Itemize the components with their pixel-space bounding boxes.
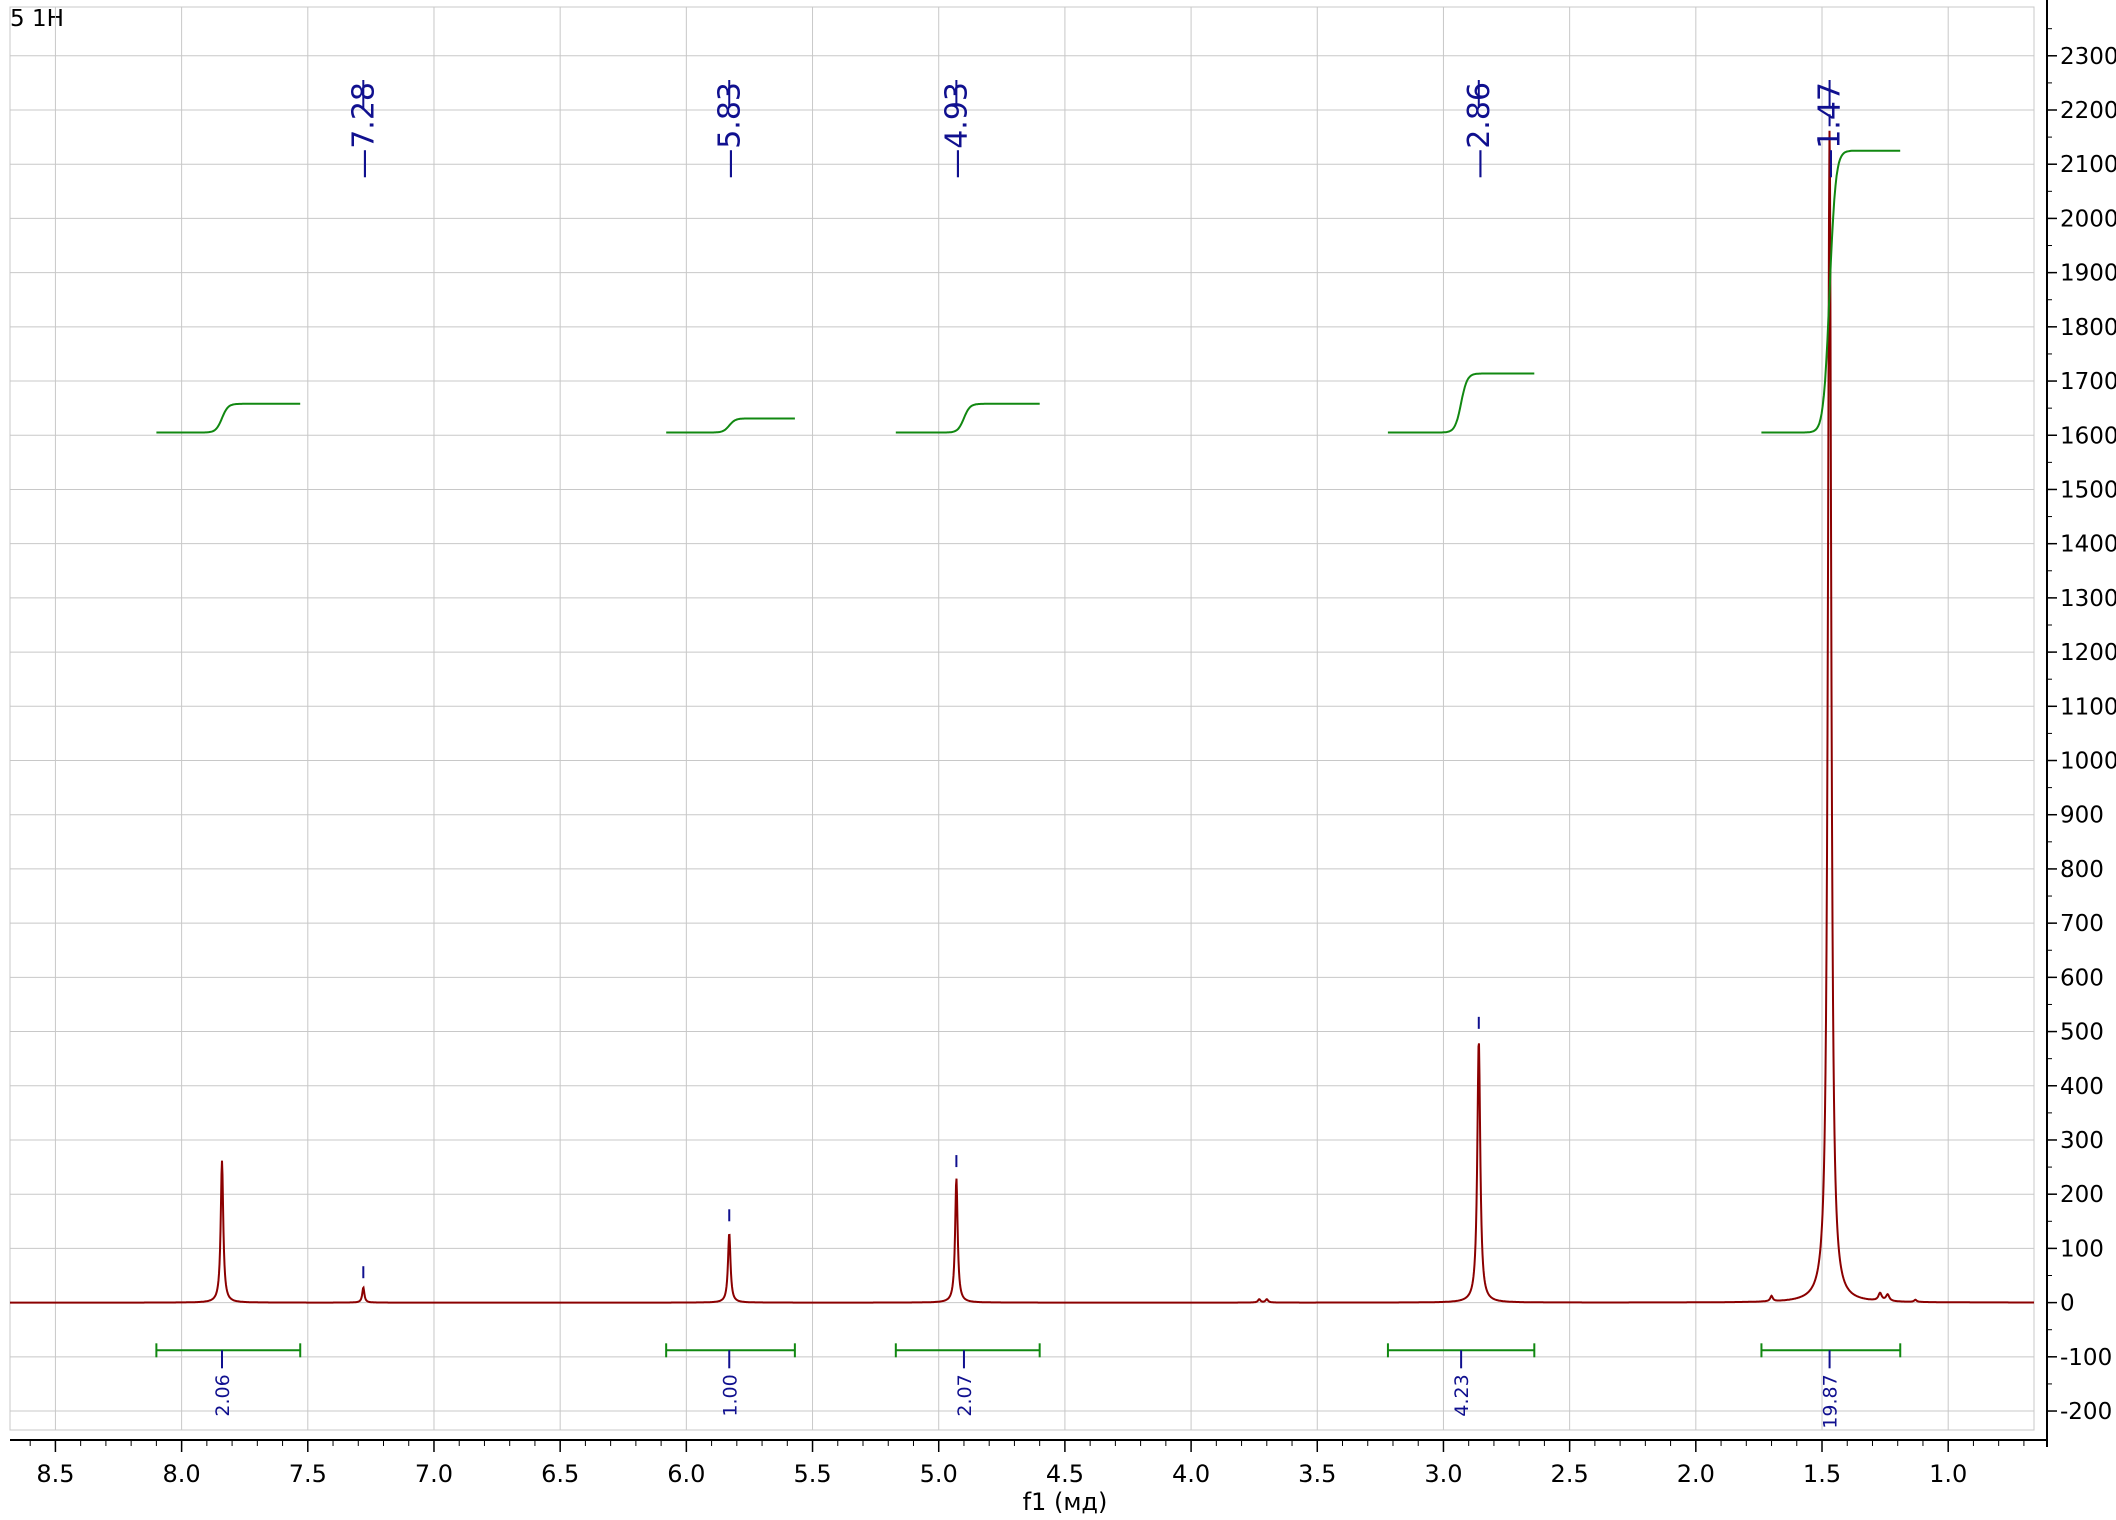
peak-label: —5.83 xyxy=(712,82,747,179)
x-axis-label: f1 (мд) xyxy=(1022,1488,1108,1516)
peak-label: —7.28 xyxy=(346,82,381,179)
spectrum-title: 5 1H xyxy=(10,6,64,32)
x-tick-label: 7.0 xyxy=(415,1460,453,1488)
x-tick-label: 2.0 xyxy=(1677,1460,1715,1488)
integral-curve xyxy=(1387,372,1535,434)
integral-curve xyxy=(895,402,1040,434)
x-tick-label: 1.5 xyxy=(1803,1460,1841,1488)
x-tick-label: 4.5 xyxy=(1046,1460,1084,1488)
spectrum-line xyxy=(10,130,2034,1304)
y-tick-label: 800 xyxy=(2060,857,2104,883)
integral-value-label: 1.00 xyxy=(719,1374,741,1416)
y-tick-label: 900 xyxy=(2060,803,2104,829)
x-tick-label: 4.0 xyxy=(1172,1460,1210,1488)
x-tick-label: 2.5 xyxy=(1551,1460,1589,1488)
y-tick-label: 1600 xyxy=(2060,423,2116,449)
y-tick-label: -200 xyxy=(2060,1399,2112,1425)
y-tick-label: 600 xyxy=(2060,965,2104,991)
integral-value-label: 19.87 xyxy=(1820,1374,1842,1428)
y-tick-label: 400 xyxy=(2060,1074,2104,1100)
y-tick-label: 1800 xyxy=(2060,315,2116,341)
y-tick-label: 1100 xyxy=(2060,694,2116,720)
integral-curve xyxy=(666,417,795,434)
y-tick-label: 2300 xyxy=(2060,44,2116,70)
y-tick-label: 500 xyxy=(2060,1020,2104,1046)
x-tick-label: 6.5 xyxy=(541,1460,579,1488)
plot-frame xyxy=(9,6,2035,1431)
y-tick-label: 1200 xyxy=(2060,640,2116,666)
x-tick-label: 1.0 xyxy=(1929,1460,1967,1488)
integral-value-label: 2.06 xyxy=(212,1374,234,1416)
y-tick-label: -100 xyxy=(2060,1345,2112,1371)
y-tick-label: 1300 xyxy=(2060,586,2116,612)
x-tick-label: 5.0 xyxy=(920,1460,958,1488)
y-tick-label: 1400 xyxy=(2060,532,2116,558)
integral-value-label: 4.23 xyxy=(1451,1374,1473,1416)
x-tick-label: 3.5 xyxy=(1298,1460,1336,1488)
y-tick-label: 100 xyxy=(2060,1236,2104,1262)
y-tick-label: 200 xyxy=(2060,1182,2104,1208)
y-tick-label: 2200 xyxy=(2060,98,2116,124)
y-tick-label: 2100 xyxy=(2060,152,2116,178)
x-tick-label: 6.0 xyxy=(667,1460,705,1488)
x-tick-label: 5.5 xyxy=(793,1460,831,1488)
integral-curve xyxy=(1761,149,1901,434)
x-tick-label: 7.5 xyxy=(289,1460,327,1488)
x-tick-label: 8.0 xyxy=(163,1460,201,1488)
y-tick-label: 300 xyxy=(2060,1128,2104,1154)
y-tick-label: 700 xyxy=(2060,911,2104,937)
peak-label: —4.93 xyxy=(939,82,974,179)
integral-value-label: 2.07 xyxy=(954,1374,976,1416)
y-tick-label: 1700 xyxy=(2060,369,2116,395)
y-tick-label: 1900 xyxy=(2060,261,2116,287)
x-tick-label: 8.5 xyxy=(36,1460,74,1488)
y-tick-label: 0 xyxy=(2060,1291,2075,1317)
integral-curve xyxy=(156,402,301,434)
y-tick-label: 1500 xyxy=(2060,477,2116,503)
y-tick-label: 2000 xyxy=(2060,206,2116,232)
peak-label: —2.86 xyxy=(1462,82,1497,179)
peak-label: —1.47 xyxy=(1813,82,1848,179)
y-tick-label: 1000 xyxy=(2060,749,2116,775)
x-tick-label: 3.0 xyxy=(1424,1460,1462,1488)
